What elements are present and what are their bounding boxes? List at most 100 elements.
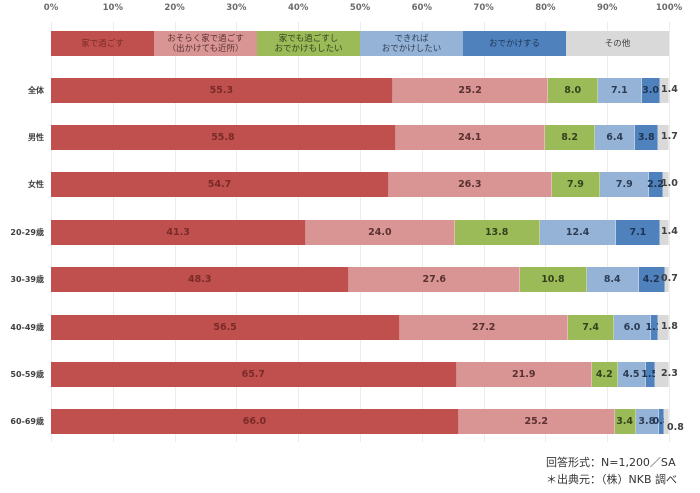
- bar-segment: 4.2: [638, 267, 665, 292]
- segment-value-label: 7.9: [567, 179, 584, 190]
- bar-segment: 25.2: [458, 409, 615, 434]
- segment-value-label: 66.0: [242, 416, 267, 427]
- bar-segment: [664, 409, 669, 434]
- x-tick-label: 10%: [102, 3, 123, 13]
- segment-value-label: 0.8: [652, 416, 670, 427]
- bar-segment: 3.8: [635, 125, 659, 150]
- segment-value-label: 4.2: [595, 369, 613, 380]
- x-tick-label: 80%: [535, 3, 556, 13]
- row-label: 女性: [28, 180, 44, 189]
- segment-value-label: 8.2: [561, 132, 579, 143]
- bar-segment: 12.4: [539, 220, 617, 245]
- segment-value-label: 8.0: [564, 85, 582, 96]
- bar-segment: 3.8: [635, 409, 660, 434]
- segment-value-label: 55.8: [211, 132, 235, 143]
- segment-value-label: 12.4: [565, 227, 590, 238]
- stacked-bar: 65.7 21.9 4.2 4.5 1.5: [51, 362, 669, 387]
- bar-segment: 65.7: [51, 362, 457, 387]
- legend-item: おでかけする: [463, 31, 566, 56]
- segment-value-label: 26.3: [458, 179, 482, 190]
- bar-segment: 25.2: [392, 78, 549, 103]
- stacked-bar: 55.8 24.1 8.2 6.4 3.8: [51, 125, 669, 150]
- segment-value-label: 25.2: [524, 416, 548, 427]
- segment-value-label: 27.6: [422, 274, 446, 285]
- segment-value-label: 2.2: [647, 179, 664, 190]
- x-tick-label: 100%: [655, 3, 683, 13]
- legend-item: 家でも過ごすし おでかけもしたい: [257, 31, 360, 56]
- x-tick-label: 50%: [349, 3, 371, 13]
- stacked-bar: 66.0 25.2 3.4 3.8 0.8: [51, 409, 669, 434]
- bar-segment: 7.1: [616, 220, 661, 245]
- segment-value-label: 55.3: [209, 85, 234, 96]
- row-label: 60-69歳: [10, 417, 44, 426]
- segment-value-label: 7.4: [582, 322, 600, 333]
- other-value-label: 1.4: [661, 226, 678, 237]
- segment-value-label: 4.2: [642, 274, 660, 285]
- segment-value-label: 4.5: [622, 369, 640, 380]
- bar-segment: 26.3: [389, 172, 552, 197]
- other-value-label: 1.8: [661, 321, 678, 332]
- x-tick-label: 0%: [43, 3, 59, 13]
- segment-value-label: 1.1: [645, 322, 663, 333]
- x-tick-label: 60%: [411, 3, 432, 13]
- segment-value-label: 7.1: [629, 227, 647, 238]
- bar-segment: 66.0: [51, 409, 459, 434]
- bar-segment: 48.3: [51, 267, 350, 292]
- segment-value-label: 8.4: [603, 274, 621, 285]
- bar-segment: 8.4: [586, 267, 639, 292]
- bar-segment: 4.2: [591, 362, 618, 387]
- response-format-note: 回答形式：N=1,200／SA: [546, 456, 676, 469]
- bar-segment: 8.0: [548, 78, 598, 103]
- bar-segment: 21.9: [456, 362, 592, 387]
- bar-segment: 56.5: [51, 315, 401, 340]
- segment-value-label: 24.1: [458, 132, 482, 143]
- row-label: 全体: [28, 86, 44, 95]
- segment-value-label: 13.8: [484, 227, 509, 238]
- segment-value-label: 7.1: [610, 85, 628, 96]
- legend: 家で過ごす おそらく家で過ごす （出かけても近所） 家でも過ごすし おでかけもしたい…: [51, 31, 669, 56]
- segment-value-label: 41.3: [166, 227, 190, 238]
- bar-segment: 7.1: [597, 78, 642, 103]
- bar-segment: [660, 220, 669, 245]
- segment-value-label: 25.2: [458, 85, 482, 96]
- row-label: 50-59歳: [10, 370, 44, 379]
- x-tick-label: 90%: [597, 3, 618, 13]
- bar-segment: [664, 267, 669, 292]
- other-value-label: 0.8: [667, 422, 684, 433]
- bar-segment: 7.9: [600, 172, 650, 197]
- bar-segment: 55.8: [51, 125, 396, 150]
- stacked-bar: 55.3 25.2 8.0 7.1 3.0: [51, 78, 669, 103]
- segment-value-label: 3.8: [638, 416, 656, 427]
- bar-segment: 4.5: [617, 362, 646, 387]
- bar-segment: [662, 172, 669, 197]
- bar-segment: 8.2: [544, 125, 596, 150]
- row-label: 20-29歳: [10, 228, 44, 237]
- bar-segment: [654, 362, 669, 387]
- stacked-bar: 56.5 27.2 7.4 6.0 1.1: [51, 315, 669, 340]
- bar-segment: 13.8: [454, 220, 540, 245]
- segment-value-label: 7.9: [615, 179, 633, 190]
- bar-segment: 3.4: [614, 409, 636, 434]
- legend-item: できれば おでかけしたい: [360, 31, 463, 56]
- x-tick-label: 40%: [288, 3, 309, 13]
- segment-value-label: 56.5: [213, 322, 237, 333]
- x-tick-label: 20%: [164, 3, 185, 13]
- bar-segment: 1.1: [646, 315, 662, 340]
- other-value-label: 1.4: [661, 84, 678, 95]
- bar-segment: [660, 78, 669, 103]
- segment-value-label: 6.0: [623, 322, 641, 333]
- bar-segment: [657, 315, 669, 340]
- source-note: ＊出典元：（株）NKB 調べ: [546, 473, 677, 486]
- bar-segment: 0.8: [653, 409, 669, 434]
- bar-segment: 7.9: [551, 172, 601, 197]
- other-value-label: 1.7: [661, 131, 678, 142]
- legend-item: その他: [566, 31, 669, 56]
- segment-value-label: 3.4: [616, 416, 634, 427]
- x-tick-label: 70%: [473, 3, 494, 13]
- bar-segment: 10.8: [520, 267, 587, 292]
- bar-segment: 6.0: [613, 315, 652, 340]
- bar-segment: 24.1: [395, 125, 545, 150]
- segment-value-label: 6.4: [606, 132, 624, 143]
- segment-value-label: 24.0: [368, 227, 392, 238]
- segment-value-label: 1.5: [641, 369, 659, 380]
